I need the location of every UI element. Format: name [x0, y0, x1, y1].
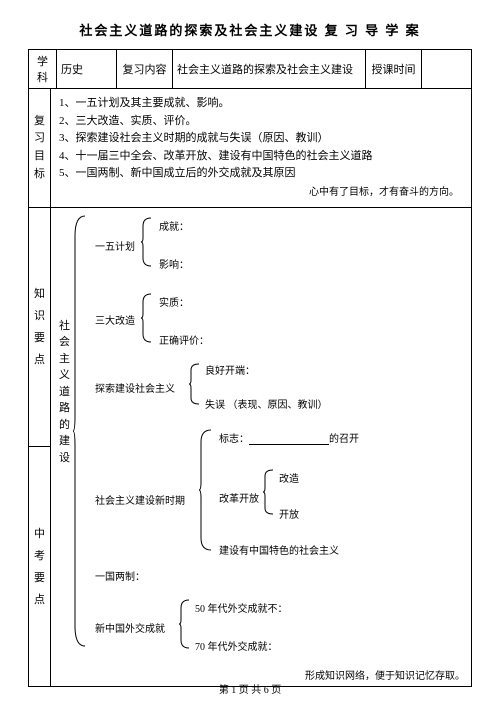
node-tese: 建设有中国特色的社会主义 — [219, 542, 339, 557]
waijiao-brace — [179, 600, 191, 648]
biaozhi-suf: 的召开 — [329, 434, 359, 445]
node-yiguo: 一国两制： — [95, 568, 145, 583]
node-shiwu: 失误 （表现、原因、教训） — [205, 396, 328, 411]
xinshiqi-brace — [199, 430, 213, 550]
main-container: 复 习 目 标 1、一五计划及其主要成就、影响。 2、三大改造、实质、评价。 3… — [28, 89, 472, 687]
goal-item: 1、一五计划及其主要成就、影响。 — [59, 95, 463, 113]
node-biaozhi: 标志： 的召开 — [219, 430, 359, 445]
node-yingxiang: 影响： — [159, 256, 189, 271]
diagram-area: 社 会 主 义 道 路 的 建 设 一五计划 成就： 影响： 三大改造 — [51, 208, 471, 686]
goals-label-4: 标 — [34, 166, 45, 184]
goal-item: 4、十一届三中全会、改革开放、建设有中国特色的社会主义道路 — [59, 148, 463, 166]
label-knowledge: 知 识 要 点 — [29, 208, 50, 448]
tansuo-brace — [189, 364, 201, 404]
node-xinshiqi: 社会主义建设新时期 — [95, 492, 185, 507]
diagram-footnote: 形成知识网络，便于知识记忆存取。 — [305, 667, 465, 682]
node-pingjia: 正确评价： — [159, 332, 209, 347]
page-footer: 第 1 页 共 6 页 — [0, 681, 500, 696]
gaige-brace — [263, 470, 275, 514]
node-70: 70 年代外交成就： — [195, 638, 278, 653]
node-waijiao: 新中国外交成就 — [95, 620, 165, 635]
page-title: 社会主义道路的探索及社会主义建设 复 习 导 学 案 — [28, 20, 472, 39]
header-table: 学科 历史 复习内容 社会主义道路的探索及社会主义建设 授课时间 — [28, 49, 472, 89]
yiwu-brace — [141, 218, 153, 266]
node-lianghao: 良好开端： — [205, 362, 255, 377]
biaozhi-pre: 标志： — [219, 434, 249, 445]
goals-label: 复 习 目 标 — [29, 89, 51, 207]
node-chengjiu: 成就： — [159, 218, 189, 233]
node-shizhi: 实质： — [159, 294, 189, 309]
subject-value: 历史 — [57, 50, 117, 89]
node-kaifang: 开放 — [279, 506, 299, 521]
label-exam: 中 考 要 点 — [29, 447, 50, 686]
goals-label-3: 目 — [34, 148, 45, 166]
diagram-section: 知 识 要 点 中 考 要 点 社 会 主 义 道 路 的 建 设 — [29, 208, 471, 686]
node-gaige: 改革开放 — [219, 490, 259, 505]
node-sanda: 三大改造 — [95, 312, 135, 327]
goal-item: 5、一国两制、新中国成立后的外交成就及其原因 — [59, 165, 463, 183]
subject-label: 学科 — [29, 50, 57, 89]
node-yiwu: 一五计划 — [95, 238, 135, 253]
goal-item: 3、探索建设社会主义时期的成就与失误（原因、教训） — [59, 130, 463, 148]
root-brace — [73, 216, 89, 646]
review-label: 复习内容 — [117, 50, 173, 89]
goals-content: 1、一五计划及其主要成就、影响。 2、三大改造、实质、评价。 3、探索建设社会主… — [51, 89, 471, 207]
goals-motto: 心中有了目标，才有奋斗的方向。 — [59, 185, 463, 201]
goals-label-1: 复 — [34, 113, 45, 131]
topic-vertical: 社 会 主 义 道 路 的 建 设 — [59, 318, 73, 467]
node-gaizao: 改造 — [279, 470, 299, 485]
time-label: 授课时间 — [366, 50, 422, 89]
goals-label-2: 习 — [34, 130, 45, 148]
diagram-labels: 知 识 要 点 中 考 要 点 — [29, 208, 51, 686]
node-tansuo: 探索建设社会主义 — [95, 380, 175, 395]
goal-item: 2、三大改造、实质、评价。 — [59, 113, 463, 131]
review-value: 社会主义道路的探索及社会主义建设 — [173, 50, 366, 89]
sanda-brace — [141, 294, 153, 342]
biaozhi-blank — [249, 435, 329, 445]
node-50: 50 年代外交成就不： — [195, 600, 288, 615]
goals-section: 复 习 目 标 1、一五计划及其主要成就、影响。 2、三大改造、实质、评价。 3… — [29, 89, 471, 208]
time-value — [422, 50, 472, 89]
